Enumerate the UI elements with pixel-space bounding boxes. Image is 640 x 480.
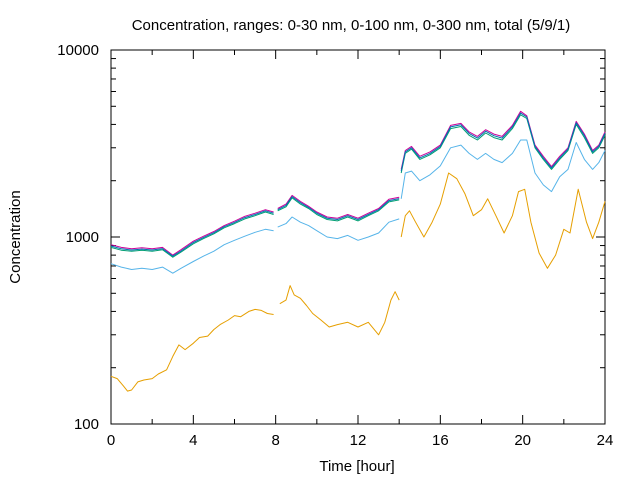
series-5-segment: [110, 210, 274, 257]
x-tick-label: 24: [597, 432, 614, 449]
plot-frame: [110, 49, 606, 425]
x-tick-label: 4: [189, 432, 197, 449]
series-1-segment: [110, 308, 274, 392]
y-tick-label: 1000: [66, 229, 99, 246]
x-tick-label: 20: [514, 432, 531, 449]
y-tick-label: 10000: [57, 42, 99, 59]
series-3-segment: [277, 197, 400, 222]
series-3-segment: [110, 211, 274, 258]
series-4-segment: [277, 194, 400, 219]
y-tick-labels: 100 1000 10000: [57, 42, 99, 433]
series-2-segment: [277, 216, 400, 241]
series-3-line: [110, 114, 606, 258]
series-1-line: [110, 172, 606, 392]
series-2-segment: [400, 139, 606, 199]
y-axis-label: Concentration: [7, 190, 24, 283]
x-tick-labels: 0 4 8 12 16 20 24: [107, 432, 614, 449]
series-1-segment: [279, 285, 400, 336]
x-tick-label: 12: [350, 432, 367, 449]
series-4-segment: [400, 110, 606, 170]
x-axis-label: Time [hour]: [319, 458, 394, 475]
series-5-line: [110, 112, 606, 257]
x-tick-label: 0: [107, 432, 115, 449]
series-layer: [110, 110, 606, 392]
series-5-segment: [277, 196, 400, 220]
series-5-segment: [400, 112, 606, 172]
axis-ticks: [110, 49, 606, 425]
series-1-segment: [400, 172, 606, 269]
series-4-segment: [110, 209, 274, 256]
x-tick-label: 16: [432, 432, 449, 449]
chart-title: Concentration, ranges: 0-30 nm, 0-100 nm…: [132, 17, 571, 34]
x-tick-label: 8: [271, 432, 279, 449]
y-tick-label: 100: [74, 416, 99, 433]
series-3-segment: [400, 114, 606, 174]
series-2-segment: [110, 228, 274, 274]
series-2-line: [110, 139, 606, 274]
